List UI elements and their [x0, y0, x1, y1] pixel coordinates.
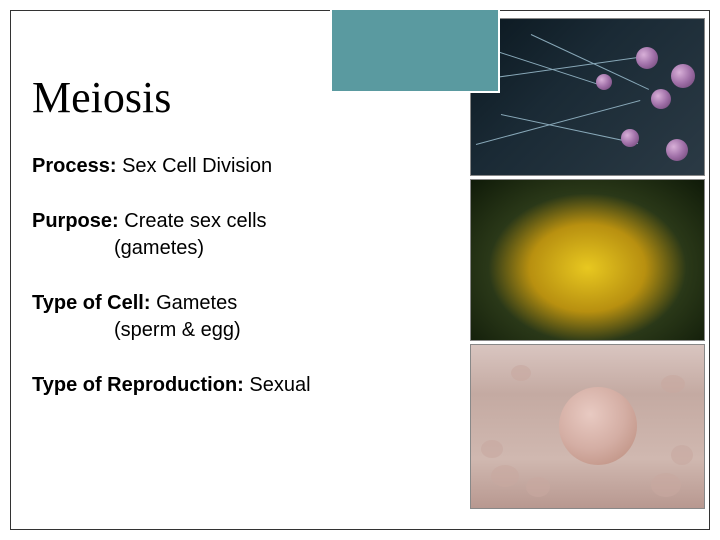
content-item: Purpose: Create sex cells (gametes): [32, 210, 452, 260]
slide-content: Process: Sex Cell Division Purpose: Crea…: [32, 155, 452, 429]
content-item: Process: Sex Cell Division: [32, 155, 452, 178]
item-label: Process:: [32, 155, 117, 177]
sperm-cells-image: [470, 18, 705, 176]
accent-decoration: [330, 8, 500, 93]
item-subvalue: (gametes): [114, 237, 452, 260]
item-label: Type of Cell:: [32, 292, 151, 314]
item-value: Create sex cells: [124, 210, 266, 232]
item-value: Sex Cell Division: [122, 155, 272, 177]
item-label: Type of Reproduction:: [32, 374, 244, 396]
bee-pollen-image: [470, 179, 705, 341]
content-item: Type of Cell: Gametes (sperm & egg): [32, 292, 452, 342]
item-value: Gametes: [156, 292, 237, 314]
item-subvalue: (sperm & egg): [114, 319, 452, 342]
item-label: Purpose:: [32, 210, 119, 232]
content-item: Type of Reproduction: Sexual: [32, 374, 452, 397]
image-column: [470, 18, 705, 509]
slide-title: Meiosis: [32, 72, 171, 123]
egg-cell-image: [470, 344, 705, 509]
item-value: Sexual: [249, 374, 310, 396]
